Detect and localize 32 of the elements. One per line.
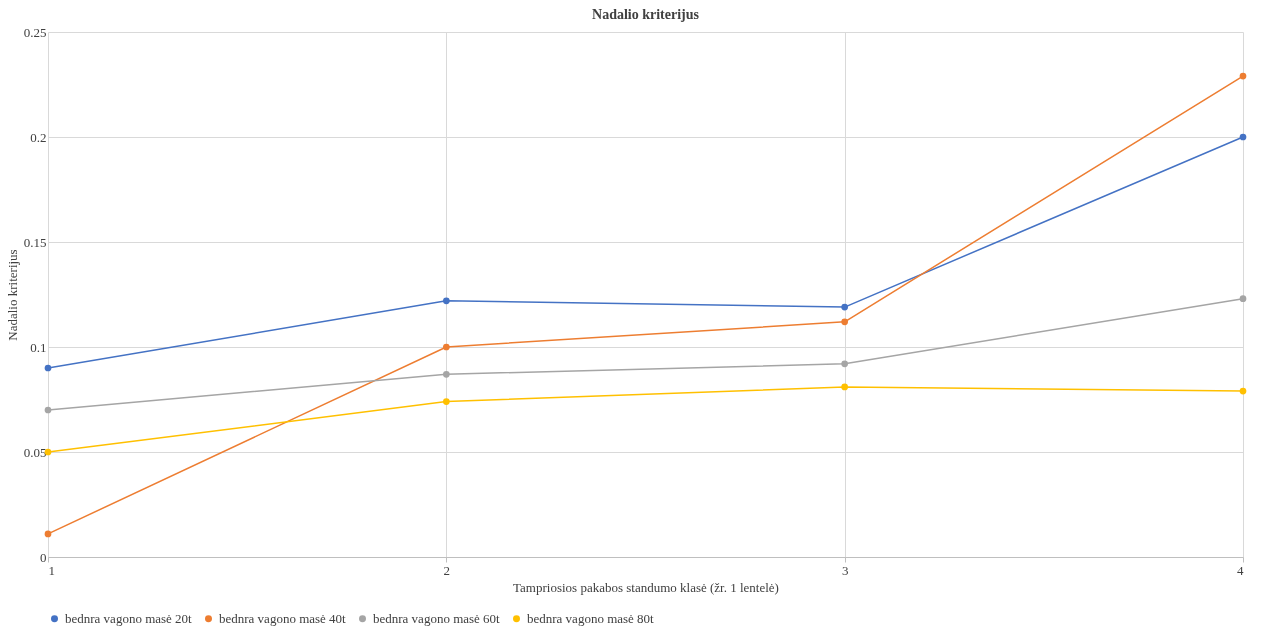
point	[1239, 295, 1247, 303]
y-tick-label: 0.05	[23, 444, 47, 460]
point	[841, 383, 849, 391]
y-tick-label: 0.1	[30, 339, 47, 355]
point	[1239, 133, 1247, 141]
point	[841, 303, 849, 311]
legend-label: bednra vagono masė 40t	[219, 610, 347, 626]
point	[442, 343, 450, 351]
x-tick-label: 3	[841, 562, 849, 578]
y-tick-label: 0.15	[23, 234, 47, 250]
y-axis-title: Nadalio kriterijus	[4, 249, 20, 341]
point	[1239, 72, 1247, 80]
point	[44, 364, 52, 372]
point	[44, 530, 52, 538]
chart-title: Nadalio kriterijus	[592, 7, 700, 22]
legend-label: bednra vagono masė 20t	[65, 610, 193, 626]
x-tick-label: 1	[48, 562, 55, 578]
legend-label: bednra vagono masė 60t	[373, 610, 501, 626]
point	[44, 406, 52, 414]
point	[841, 318, 849, 326]
point	[1239, 387, 1247, 395]
y-tick-label: 0.25	[23, 24, 47, 40]
point	[841, 360, 849, 368]
point	[442, 398, 450, 405]
legend-label: bednra vagono masė 80t	[527, 610, 655, 626]
y-tick-label: 0.2	[30, 129, 47, 145]
point	[442, 370, 450, 378]
x-tick-label: 2	[443, 562, 451, 578]
y-tick-label: 0	[40, 549, 47, 565]
x-tick-label: 4	[1237, 562, 1244, 578]
x-axis-title: Tampriosios pakabos standumo klasė (žr. 1 lentelė)	[513, 579, 779, 595]
point	[442, 297, 450, 305]
